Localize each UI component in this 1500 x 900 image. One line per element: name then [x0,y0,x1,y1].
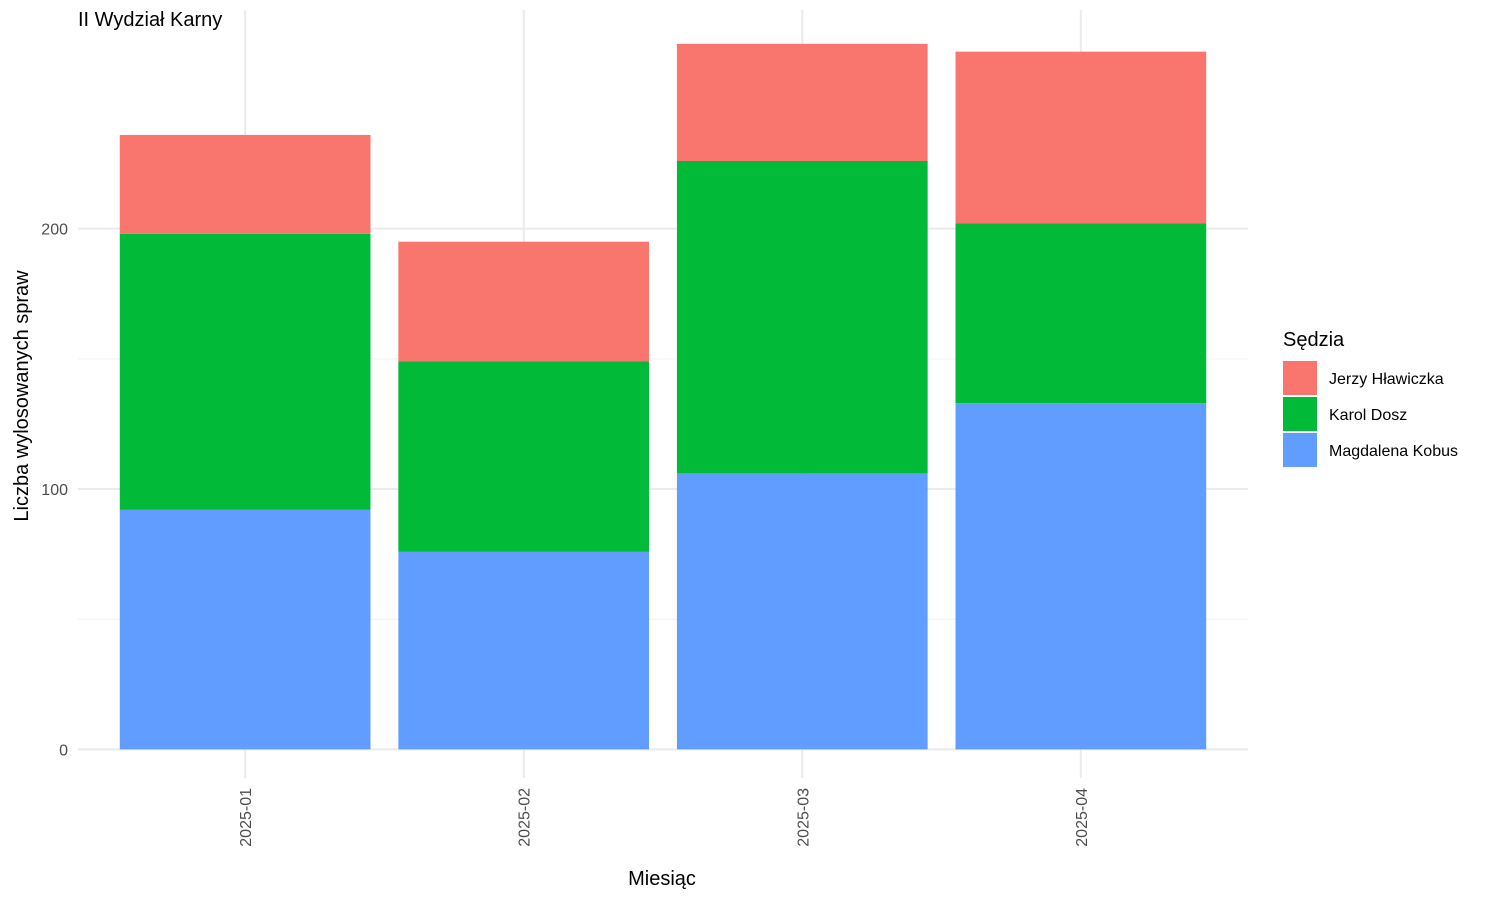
bar-segment [119,509,371,750]
chart-title: II Wydział Karny [78,9,222,31]
bar-segment [398,361,650,552]
legend-title: Sędzia [1283,329,1345,351]
bar-segment [676,473,928,750]
bar-segment [119,134,371,234]
legend-label: Jerzy Hławiczka [1329,371,1444,388]
bar-segment [955,223,1207,404]
y-tick-label: 100 [41,482,68,499]
legend-swatch [1283,433,1317,467]
bar-segment [676,43,928,161]
legend: Sędzia Jerzy Hławiczka Karol Dosz Magdalen… [1283,329,1458,467]
y-axis-title: Liczba wylosowanych spraw [11,270,33,522]
x-tick-label: 2025-04 [1074,788,1091,847]
x-tick-label: 2025-01 [238,788,255,847]
bar-segment [676,160,928,474]
bar-segment [398,551,650,750]
legend-swatch [1283,361,1317,395]
bars [119,43,1207,750]
axes: 0 100 200 2025-01 2025-02 2025-03 2025-04 [41,222,1091,847]
bar-segment [119,233,371,510]
bar-segment [955,51,1207,224]
x-tick-label: 2025-03 [795,788,812,847]
legend-label: Karol Dosz [1329,407,1407,424]
y-tick-label: 0 [59,742,68,759]
y-tick-label: 200 [41,222,68,239]
bar-segment [955,403,1207,750]
bar-segment [398,241,650,362]
x-axis-title: Miesiąc [628,868,696,890]
legend-label: Magdalena Kobus [1329,443,1458,460]
x-tick-label: 2025-02 [517,788,534,847]
legend-swatch [1283,397,1317,431]
